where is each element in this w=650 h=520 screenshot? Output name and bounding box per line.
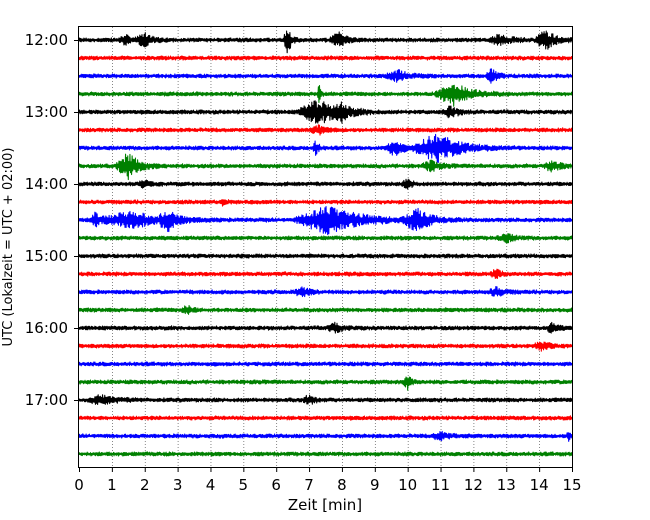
- y-axis: 12:00 13:00 14:00 15:00 16:00 17:00: [25, 31, 79, 409]
- x-axis-label: Zeit [min]: [288, 496, 362, 514]
- plot-frame: [78, 26, 573, 468]
- seismic-trace: [78, 305, 573, 315]
- seismic-trace: [78, 285, 573, 298]
- y-tick-label: 13:00: [25, 103, 68, 121]
- y-tick-label: 14:00: [25, 175, 68, 193]
- x-tick-label: 6: [271, 476, 281, 494]
- seismic-trace: [78, 68, 573, 84]
- seismic-trace: [78, 268, 573, 279]
- x-tick-label: 13: [497, 476, 516, 494]
- seismic-trace: [78, 30, 573, 54]
- seismic-traces: [78, 30, 573, 457]
- grid-lines: [112, 27, 540, 467]
- seismic-trace: [78, 124, 573, 136]
- seismic-trace: [78, 451, 573, 457]
- seismic-trace: [78, 376, 573, 391]
- x-tick-label: 4: [206, 476, 216, 494]
- seismic-trace: [78, 55, 573, 61]
- seismic-trace: [78, 361, 573, 367]
- seismic-trace: [78, 233, 573, 244]
- seismic-trace: [78, 415, 573, 421]
- y-tick-label: 16:00: [25, 319, 68, 337]
- y-tick-label: 17:00: [25, 391, 68, 409]
- seismic-trace: [78, 133, 573, 163]
- x-tick-label: 7: [304, 476, 314, 494]
- seismic-trace: [78, 430, 573, 442]
- x-tick-label: 14: [530, 476, 549, 494]
- x-tick-label: 10: [398, 476, 417, 494]
- x-tick-label: 9: [370, 476, 380, 494]
- seismic-trace: [78, 84, 573, 107]
- x-tick-label: 8: [337, 476, 347, 494]
- y-tick-label: 12:00: [25, 31, 68, 49]
- seismic-trace: [78, 199, 573, 207]
- seismic-trace: [78, 178, 573, 190]
- seismic-trace: [78, 253, 573, 259]
- seismic-trace: [78, 206, 573, 236]
- seismic-trace: [78, 341, 573, 352]
- x-axis: 0 1 2 3 4 5 6 7 8 9 10 11 12 13 14 15: [74, 467, 582, 494]
- x-tick-label: 3: [173, 476, 183, 494]
- seismic-trace: [78, 321, 573, 334]
- y-tick-label: 15:00: [25, 247, 68, 265]
- x-tick-label: 1: [107, 476, 117, 494]
- y-axis-label: UTC (Lokalzeit = UTC + 02:00): [1, 148, 16, 347]
- x-tick-label: 11: [431, 476, 450, 494]
- x-tick-label: 12: [464, 476, 483, 494]
- x-tick-label: 2: [140, 476, 150, 494]
- seismic-trace: [78, 100, 573, 124]
- seismic-trace: [78, 394, 573, 406]
- x-tick-label: 5: [239, 476, 249, 494]
- x-tick-label: 0: [74, 476, 84, 494]
- seismic-trace: [78, 153, 573, 181]
- x-tick-label: 15: [562, 476, 581, 494]
